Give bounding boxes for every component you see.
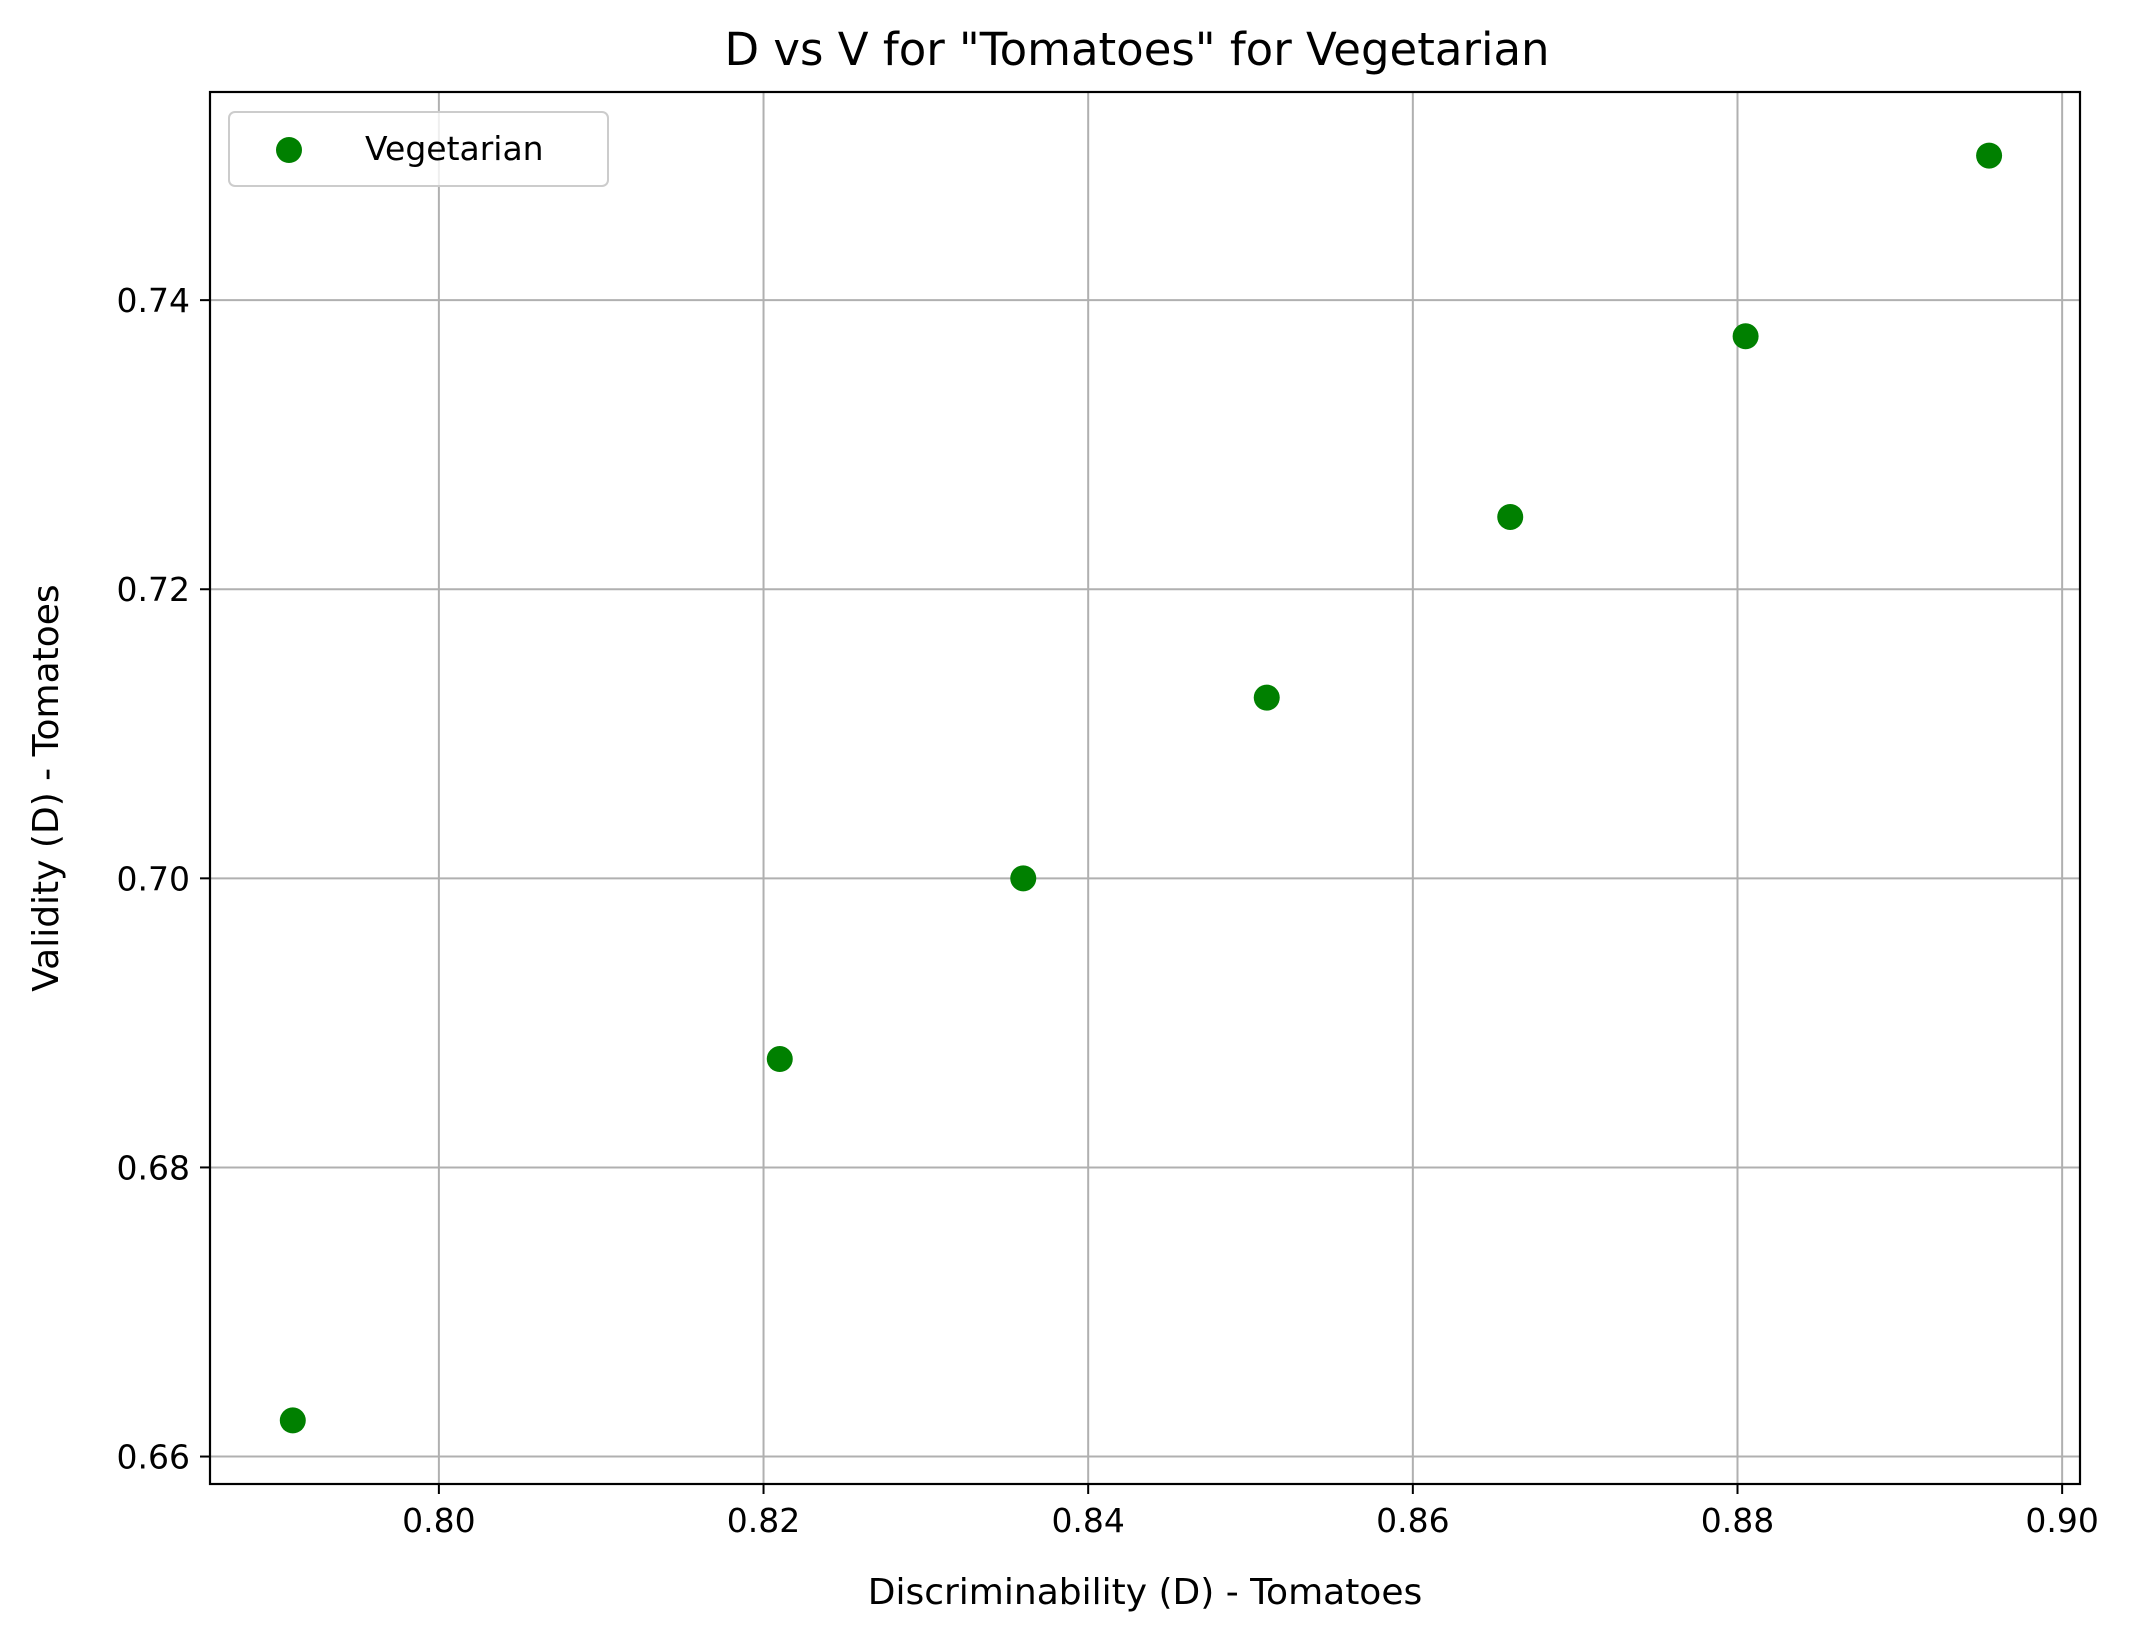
y-tick-label: 0.74 bbox=[117, 281, 190, 320]
x-tick-label: 0.84 bbox=[1051, 1501, 1124, 1540]
x-tick-label: 0.90 bbox=[2025, 1501, 2098, 1540]
legend-label-vegetarian: Vegetarian bbox=[365, 129, 544, 168]
data-point bbox=[1253, 684, 1280, 711]
data-point bbox=[766, 1046, 793, 1073]
gridlines bbox=[210, 92, 2080, 1484]
x-axis-label: Discriminability (D) - Tomatoes bbox=[868, 1572, 1423, 1613]
data-point bbox=[1010, 865, 1037, 892]
y-tick-label: 0.66 bbox=[117, 1438, 190, 1477]
legend: Vegetarian bbox=[228, 111, 609, 187]
legend-marker-vegetarian bbox=[276, 137, 302, 163]
data-point bbox=[1732, 323, 1759, 350]
chart-title: D vs V for "Tomatoes" for Vegetarian bbox=[724, 23, 1549, 76]
x-tick-label: 0.82 bbox=[727, 1501, 800, 1540]
data-point bbox=[279, 1407, 306, 1434]
x-tick-label: 0.80 bbox=[402, 1501, 475, 1540]
axis-ticks: 0.80 0.82 0.84 0.86 0.88 0.90 0.66 0.68 0.70 0.72… bbox=[117, 281, 2099, 1540]
legend-box bbox=[228, 111, 609, 187]
y-axis-label: Validity (D) - Tomatoes bbox=[26, 584, 67, 991]
y-tick-label: 0.70 bbox=[117, 859, 190, 898]
data-point bbox=[1976, 142, 2003, 169]
plot-area-frame bbox=[208, 90, 2082, 1486]
y-tick-label: 0.68 bbox=[117, 1148, 190, 1187]
y-tick-label: 0.72 bbox=[117, 570, 190, 609]
x-tick-label: 0.86 bbox=[1376, 1501, 1449, 1540]
x-tick-label: 0.88 bbox=[1701, 1501, 1774, 1540]
data-point bbox=[1497, 503, 1524, 530]
data-points bbox=[279, 142, 2003, 1434]
